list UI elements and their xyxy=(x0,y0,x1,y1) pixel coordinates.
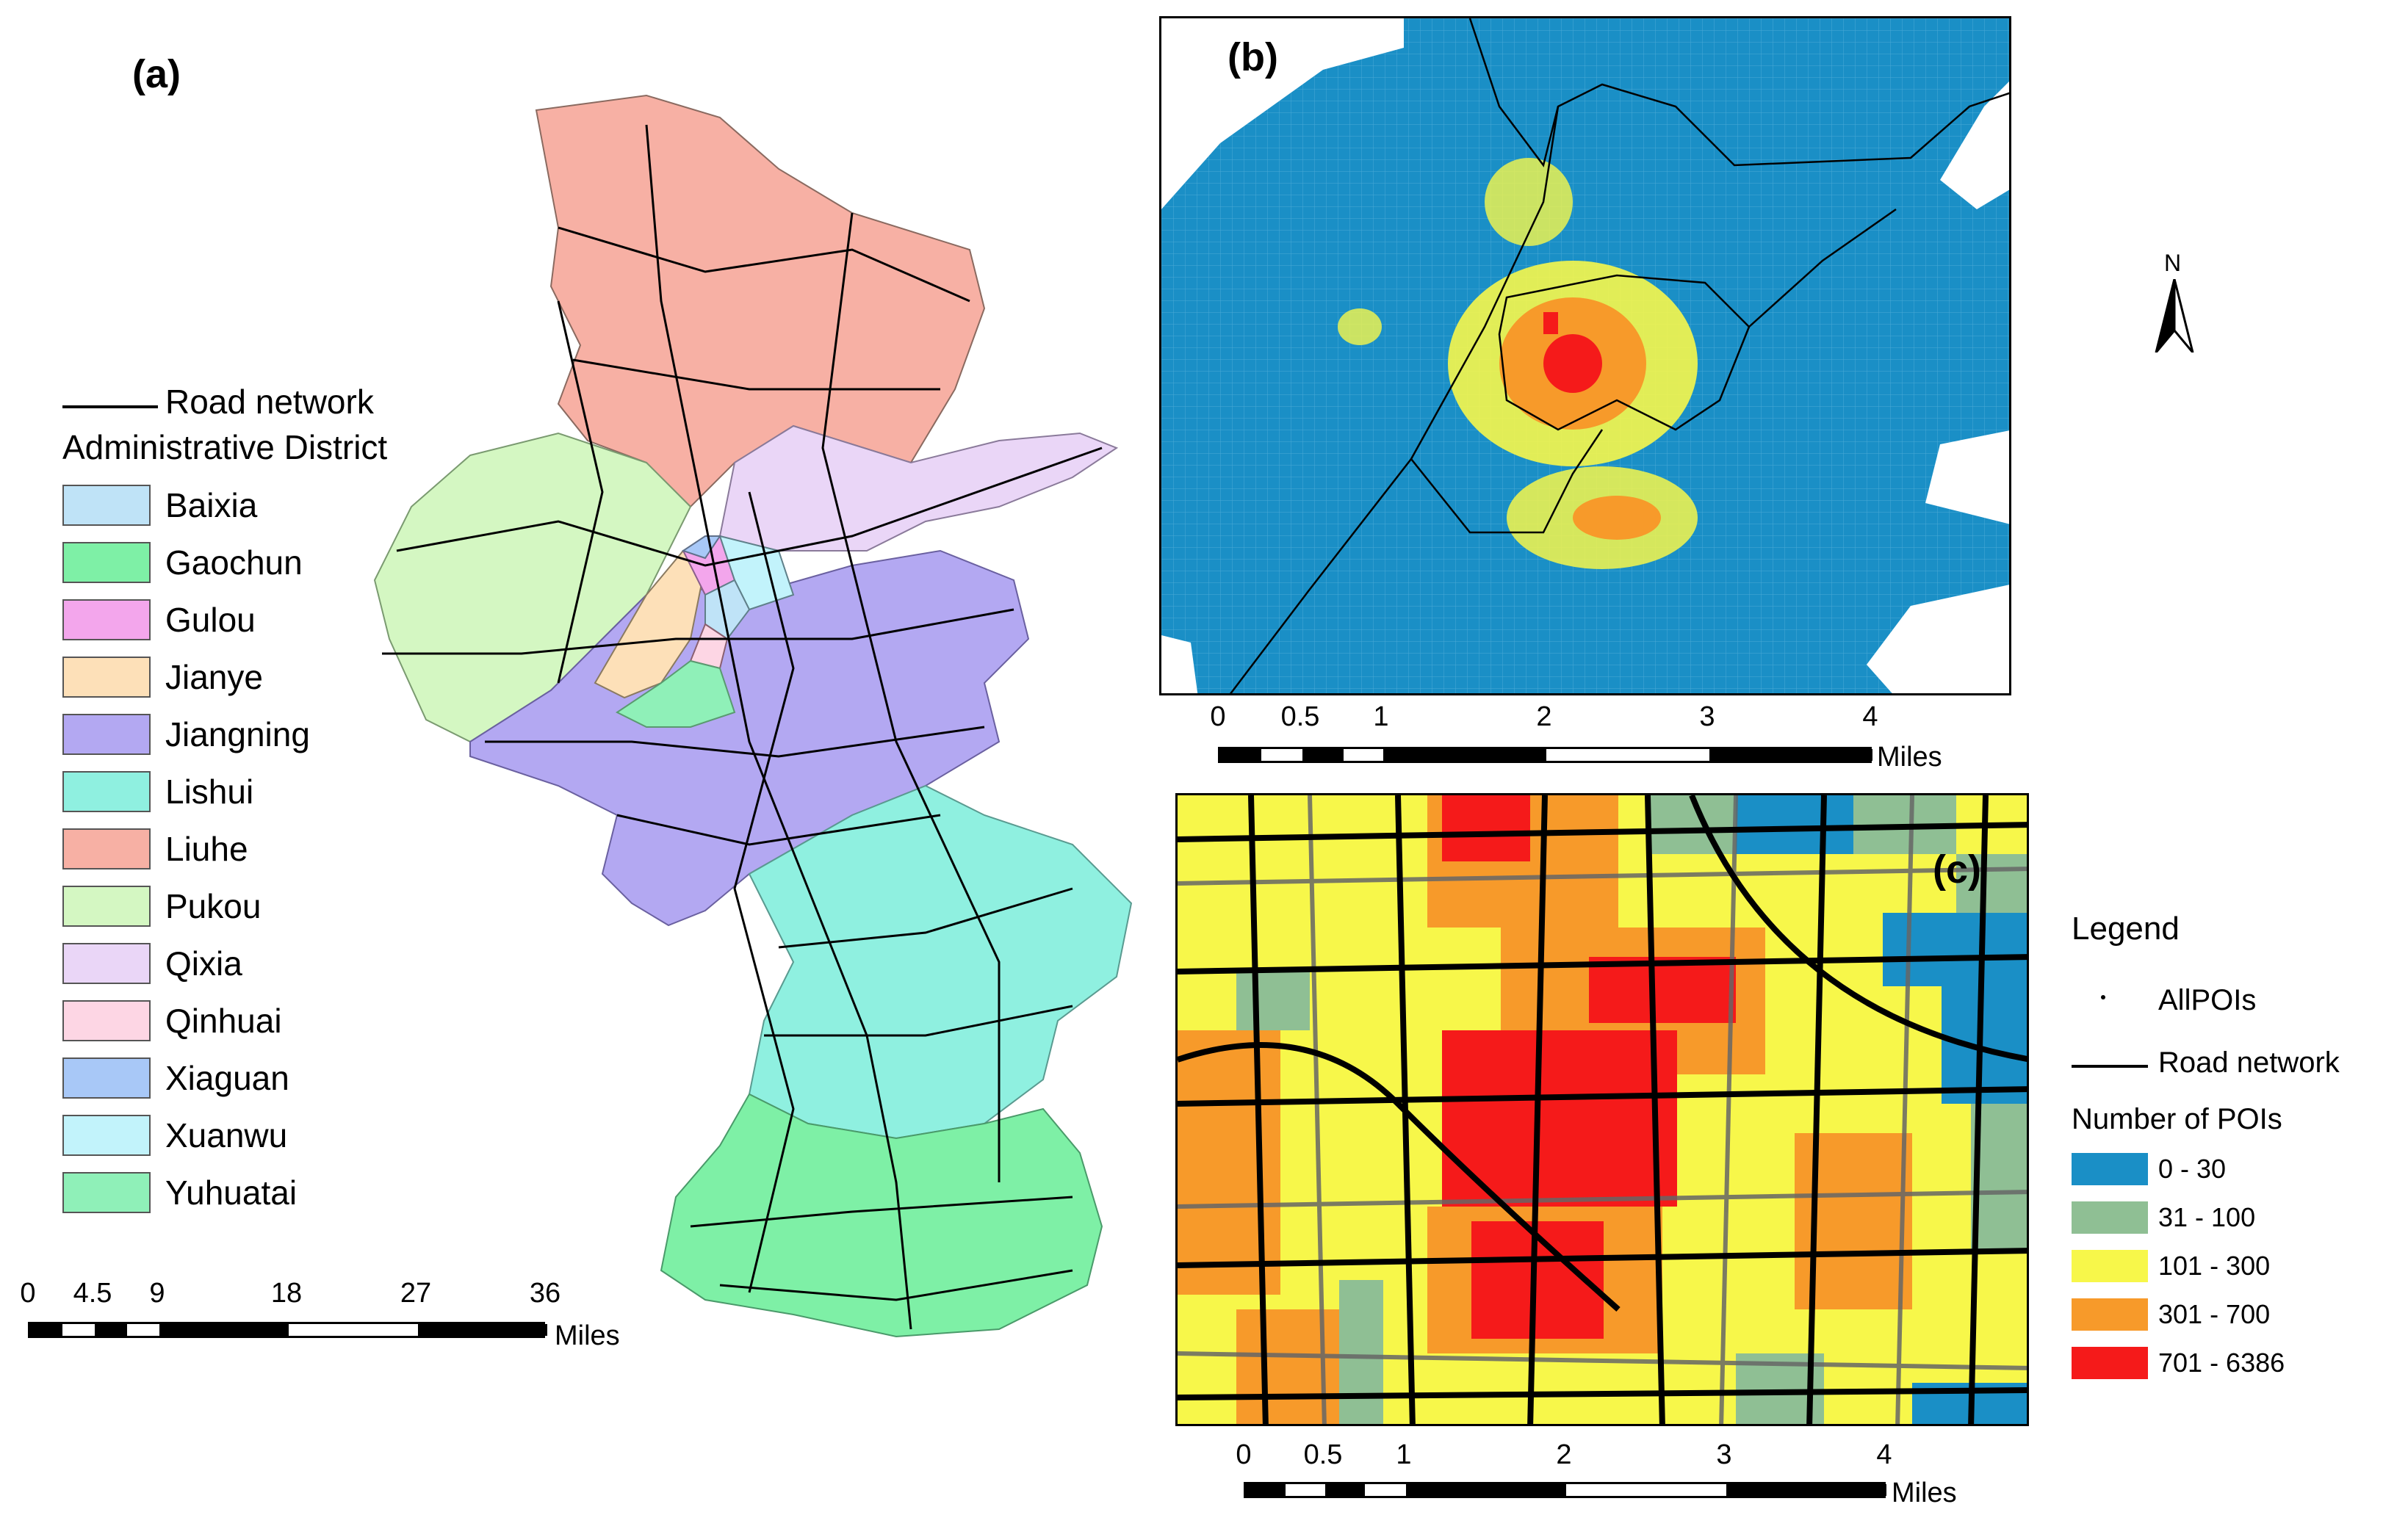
scale_a-tick: 0 xyxy=(20,1278,36,1309)
district-lishui xyxy=(748,784,1133,1140)
administrative-district-title: Administrative District xyxy=(62,428,388,466)
district-label-liuhe: Liuhe xyxy=(165,830,248,868)
scale_a-tick: 27 xyxy=(400,1278,432,1309)
panel-a-label: (a) xyxy=(132,52,181,96)
district-liuhe xyxy=(535,94,986,508)
scale-a-unit: Miles xyxy=(555,1320,620,1351)
road-network-c-major xyxy=(1178,795,2027,1424)
scale-a-bar xyxy=(28,1322,547,1338)
legend-a: Road network Administrative District Bai… xyxy=(62,382,474,1248)
district-label-xuanwu: Xuanwu xyxy=(165,1116,288,1154)
scale-c-bar xyxy=(1244,1482,1886,1498)
district-swatch-gaochun xyxy=(62,542,151,583)
district-map xyxy=(373,94,1133,1338)
road-network-c-minor xyxy=(1178,795,2027,1424)
panel-c-map: (c) xyxy=(1175,793,2029,1426)
district-label-pukou: Pukou xyxy=(165,887,262,925)
district-label-yuhuatai: Yuhuatai xyxy=(165,1174,298,1212)
scale_c-tick: 4 xyxy=(1876,1439,1892,1470)
scale_c-tick: 1 xyxy=(1396,1439,1412,1470)
poi-dot-icon xyxy=(2101,995,2105,999)
road-network-legend-line xyxy=(62,405,158,408)
scale_a-tick: 4.5 xyxy=(73,1278,112,1309)
scale_c-tick: 2 xyxy=(1556,1439,1572,1470)
district-label-qinhuai: Qinhuai xyxy=(165,1002,282,1040)
north-label: N xyxy=(2164,250,2182,276)
district-swatch-jiangning xyxy=(62,714,151,755)
scale_a-tick: 36 xyxy=(529,1278,561,1309)
poi-class-label: 301 - 700 xyxy=(2158,1299,2271,1329)
scale_b-tick: 3 xyxy=(1699,701,1715,732)
scale_c-tick: 0 xyxy=(1236,1439,1252,1470)
scale_a-tick: 9 xyxy=(149,1278,165,1309)
district-label-jianye: Jianye xyxy=(165,658,263,696)
poi-class-swatch xyxy=(2072,1347,2148,1379)
scale-b-unit: Miles xyxy=(1877,742,1942,773)
road-network-a xyxy=(382,124,1103,1330)
legend-c-title: Legend xyxy=(2072,911,2180,947)
road-network-legend-label: Road network xyxy=(165,383,374,421)
scale_b-tick: 4 xyxy=(1862,701,1878,732)
poi-class-label: 0 - 30 xyxy=(2158,1154,2227,1184)
scale_c-tick: 0.5 xyxy=(1303,1439,1343,1470)
scale_b-tick: 0 xyxy=(1210,701,1226,732)
scale-bar-a: 0 4.5 9 18 27 36 Miles xyxy=(0,1278,661,1359)
poi-class-label: 101 - 300 xyxy=(2158,1251,2271,1281)
district-swatch-gulou xyxy=(62,599,151,640)
district-swatch-qinhuai xyxy=(62,1000,151,1041)
district-swatch-lishui xyxy=(62,771,151,812)
district-swatch-qixia xyxy=(62,943,151,984)
panel-b-map: (b) xyxy=(1159,16,2011,695)
north-arrow: N xyxy=(2145,250,2204,360)
poi-legend-label: AllPOIs xyxy=(2158,984,2257,1016)
district-label-jiangning: Jiangning xyxy=(165,715,310,753)
water-bottom-right xyxy=(1867,585,2009,693)
water-bottom-left xyxy=(1161,635,1198,693)
north-arrow-icon xyxy=(2155,279,2194,352)
district-swatch-jianye xyxy=(62,657,151,698)
poi-class-swatch xyxy=(2072,1250,2148,1282)
scale-b-bar xyxy=(1218,747,1872,763)
district-xiaguan xyxy=(681,535,721,560)
scale_c-tick: 3 xyxy=(1716,1439,1732,1470)
water-right-top xyxy=(1940,82,2009,209)
scale_b-tick: 2 xyxy=(1536,701,1552,732)
number-of-pois-title: Number of POIs xyxy=(2072,1103,2282,1135)
scale-bar-b: 0 0.5 1 2 3 4 Miles xyxy=(1190,701,1998,782)
water-topleft xyxy=(1161,18,1404,209)
poi-class-label: 31 - 100 xyxy=(2158,1202,2256,1232)
district-swatch-xuanwu xyxy=(62,1115,151,1156)
district-label-xiaguan: Xiaguan xyxy=(165,1059,289,1097)
water-right-mid xyxy=(1925,430,2009,524)
legend-c: Legend AllPOIs Road network Number of PO… xyxy=(2072,911,2395,1395)
panel-b-label: (b) xyxy=(1228,35,1278,79)
district-swatch-liuhe xyxy=(62,828,151,869)
scale_a-tick: 18 xyxy=(270,1278,303,1309)
poi-class-swatch xyxy=(2072,1298,2148,1331)
district-label-baixia: Baixia xyxy=(165,486,258,524)
scale_b-tick: 0.5 xyxy=(1280,701,1320,732)
poi-density-hotspots xyxy=(1338,158,1698,569)
scale-c-unit: Miles xyxy=(1892,1478,1957,1508)
district-yuhuatai xyxy=(616,659,736,728)
district-label-lishui: Lishui xyxy=(165,773,254,811)
poi-class-swatch xyxy=(2072,1201,2148,1234)
district-label-gaochun: Gaochun xyxy=(165,543,303,582)
district-label-qixia: Qixia xyxy=(165,944,242,983)
district-boundaries-b xyxy=(1229,18,2009,693)
district-swatch-xiaguan xyxy=(62,1057,151,1099)
panel-c-label: (c) xyxy=(1933,847,1981,892)
district-swatch-baixia xyxy=(62,485,151,526)
road-network-c-legend-line xyxy=(2072,1065,2148,1068)
scale-bar-c: 0 0.5 1 2 3 4 Miles xyxy=(1216,1439,2024,1513)
district-swatch-pukou xyxy=(62,886,151,927)
district-label-gulou: Gulou xyxy=(165,601,256,639)
road-network-c-legend-label: Road network xyxy=(2158,1046,2340,1079)
district-gaochun xyxy=(660,1093,1103,1338)
district-swatch-yuhuatai xyxy=(62,1172,151,1213)
poi-class-label: 701 - 6386 xyxy=(2158,1348,2285,1378)
poi-class-swatch xyxy=(2072,1153,2148,1185)
scale_b-tick: 1 xyxy=(1373,701,1389,732)
